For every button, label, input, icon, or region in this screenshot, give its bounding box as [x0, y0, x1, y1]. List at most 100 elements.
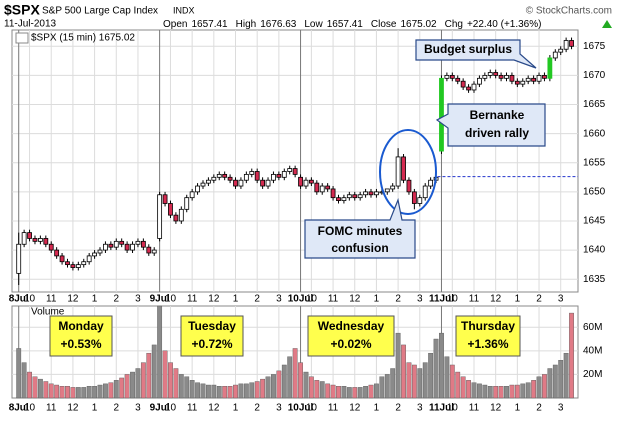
volume-bar — [238, 383, 244, 399]
day-note-box — [455, 315, 521, 357]
candle-body — [303, 179, 309, 187]
candle-body — [395, 156, 401, 187]
volume-bar — [130, 371, 135, 399]
x-tick-label: 12 — [490, 294, 502, 305]
up-arrow — [602, 20, 612, 28]
volume-bar — [563, 352, 569, 399]
candle-body — [43, 238, 49, 245]
y-tick-label: 1645 — [583, 216, 606, 227]
volume-bar — [341, 386, 347, 399]
volume-bar — [27, 371, 32, 399]
volume-bar — [379, 376, 385, 399]
candle-body — [162, 194, 168, 204]
marks — [16, 37, 578, 399]
quote-value: +22.40 (+1.36%) — [467, 19, 542, 30]
volume-bar — [54, 384, 60, 399]
candle-body — [428, 179, 434, 187]
candle-body — [184, 197, 190, 210]
volume-bar — [298, 362, 303, 399]
quote-value: 1657.41 — [327, 19, 364, 30]
candle-body — [27, 232, 32, 239]
x-tick-label: 10 — [24, 403, 36, 414]
volume-bar — [157, 305, 163, 399]
candle-body — [504, 75, 509, 79]
volume-bar — [70, 387, 76, 399]
x-tick-label: 1 — [92, 294, 98, 305]
candle-body — [308, 179, 314, 184]
x-tick-label: 12 — [208, 294, 220, 305]
candle-body — [178, 208, 184, 222]
candle-body — [211, 176, 217, 181]
candle-body — [151, 249, 157, 254]
volume-bar — [449, 364, 455, 399]
candle-body — [493, 72, 499, 76]
candle-body — [16, 243, 22, 274]
x-tick-label: 10 — [306, 294, 318, 305]
candle-body — [124, 243, 130, 251]
volume-bar — [493, 386, 499, 399]
volume-bar — [525, 382, 531, 399]
x-tick-label: 2 — [536, 294, 542, 305]
candle-body — [352, 194, 358, 199]
x-tick-label: 2 — [113, 403, 119, 414]
volume-bar — [352, 387, 358, 399]
x-tick-label: 1 — [515, 403, 521, 414]
volume-bar — [406, 362, 412, 399]
candle-body — [254, 171, 260, 181]
volume-bar — [113, 380, 119, 399]
candle-body — [146, 246, 152, 254]
day-name: Tuesday — [188, 319, 236, 333]
volume-bar — [514, 384, 520, 399]
volume-bar — [460, 376, 466, 399]
volume-bar — [65, 386, 70, 399]
candle-body — [140, 240, 146, 248]
volume-bar — [254, 381, 260, 399]
volume-bar — [428, 352, 434, 399]
candle-body — [86, 255, 92, 263]
day-note-box — [49, 315, 113, 357]
x-tick-label: 3 — [558, 294, 564, 305]
candle-body — [449, 75, 455, 79]
volume-bar — [444, 356, 450, 399]
candle-body — [108, 243, 114, 248]
volume-bar — [37, 378, 43, 399]
x-tick-label: 11 — [187, 403, 198, 414]
volume-bar — [168, 362, 173, 399]
volume-bar — [189, 380, 195, 399]
candle-body — [525, 77, 531, 82]
volume-bar — [552, 364, 558, 399]
volume-legend: Volume — [31, 307, 65, 318]
name: S&P 500 Large Cap Index — [42, 6, 158, 17]
day-note-box — [180, 315, 244, 357]
candle-body — [265, 179, 271, 187]
candle-body — [200, 182, 206, 187]
candle-body — [243, 173, 249, 181]
candle-body — [422, 185, 428, 199]
candle-body — [173, 214, 179, 222]
x-tick-label: 2 — [395, 294, 401, 305]
price-legend: $SPX (15 min) 1675.02 — [31, 33, 135, 44]
x-tick-label: 8Jul — [9, 294, 29, 305]
y-tick-label: 20M — [583, 369, 602, 380]
candle-body — [70, 264, 76, 268]
candle-body — [97, 249, 103, 254]
candle-body — [59, 255, 65, 263]
volume-bar — [303, 371, 309, 399]
x-tick-label: 2 — [254, 403, 260, 414]
candle-body — [222, 173, 228, 178]
candle-body — [401, 156, 406, 181]
x-tick-label: 11 — [46, 403, 57, 414]
x-tick-label: 10 — [24, 294, 36, 305]
candle-body — [384, 188, 390, 193]
volume-bar — [140, 362, 146, 399]
day-notes: Monday +0.53% Tuesday +0.72% Wednesday +0.02%… — [49, 315, 521, 357]
volume-bar — [346, 387, 352, 399]
day-note-box — [307, 315, 395, 357]
candle-body — [346, 194, 352, 199]
volume-bar — [531, 380, 537, 399]
candle-body — [75, 264, 81, 268]
y-tick-label: 1655 — [583, 157, 606, 168]
candle-body — [319, 185, 325, 193]
candle-body — [238, 179, 244, 187]
volume-bar — [92, 386, 97, 399]
